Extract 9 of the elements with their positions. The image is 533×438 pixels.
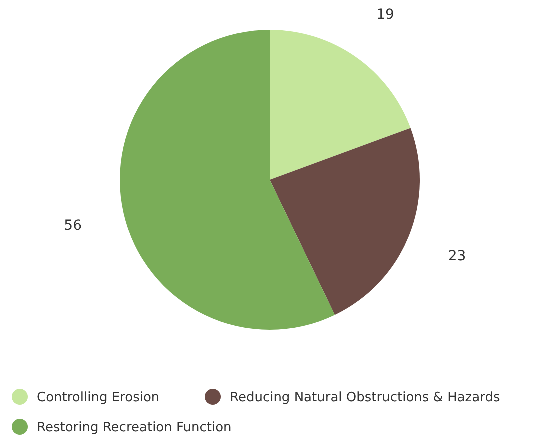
- pie-slice: [270, 128, 420, 316]
- data-label: 19: [376, 7, 394, 24]
- data-label: 56: [64, 218, 82, 234]
- legend-label: Restoring Recreation Function: [37, 420, 232, 436]
- data-label: 23: [448, 248, 466, 265]
- legend-label: Reducing Natural Obstructions & Hazards: [230, 390, 500, 406]
- legend-label: Controlling Erosion: [37, 390, 160, 406]
- pie-slice: [120, 30, 336, 330]
- pie-slice: [270, 30, 411, 180]
